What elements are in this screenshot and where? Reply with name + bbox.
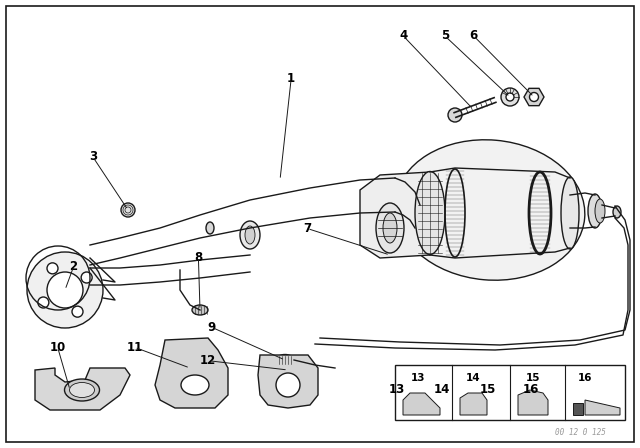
Ellipse shape: [192, 305, 208, 315]
Text: 16: 16: [523, 383, 540, 396]
Text: 14: 14: [466, 373, 480, 383]
Text: 3: 3: [89, 150, 97, 164]
Ellipse shape: [181, 375, 209, 395]
Ellipse shape: [276, 354, 294, 366]
Polygon shape: [518, 390, 548, 415]
Text: 13: 13: [411, 373, 425, 383]
Circle shape: [506, 93, 514, 101]
Ellipse shape: [595, 199, 605, 223]
Polygon shape: [258, 355, 318, 408]
Ellipse shape: [206, 222, 214, 234]
Text: 14: 14: [433, 383, 450, 396]
Text: 10: 10: [49, 340, 66, 354]
Circle shape: [38, 297, 49, 308]
Text: 00 12 0 125: 00 12 0 125: [555, 427, 605, 436]
Ellipse shape: [383, 213, 397, 243]
Text: 11: 11: [126, 340, 143, 354]
Circle shape: [27, 252, 103, 328]
Ellipse shape: [561, 177, 579, 249]
Polygon shape: [573, 403, 583, 415]
Text: 9: 9: [207, 320, 215, 334]
Circle shape: [501, 88, 519, 106]
Text: 15: 15: [525, 373, 540, 383]
Bar: [395, 365, 625, 420]
Circle shape: [121, 203, 135, 217]
Ellipse shape: [376, 203, 404, 253]
Text: 8: 8: [195, 251, 202, 264]
Circle shape: [448, 108, 462, 122]
Circle shape: [529, 92, 538, 102]
Ellipse shape: [588, 194, 602, 228]
Circle shape: [47, 263, 58, 274]
Ellipse shape: [613, 206, 621, 218]
Polygon shape: [360, 172, 430, 258]
Text: 4: 4: [399, 29, 407, 43]
Text: 6: 6: [470, 29, 477, 43]
Circle shape: [276, 373, 300, 397]
Text: 12: 12: [200, 354, 216, 367]
Ellipse shape: [240, 221, 260, 249]
Ellipse shape: [415, 172, 445, 254]
Text: 1: 1: [287, 72, 295, 85]
Polygon shape: [35, 368, 130, 410]
Text: 15: 15: [479, 383, 496, 396]
Ellipse shape: [245, 226, 255, 244]
Polygon shape: [403, 393, 440, 415]
Text: 13: 13: [388, 383, 405, 396]
Ellipse shape: [70, 383, 95, 397]
Polygon shape: [585, 400, 620, 415]
Text: 2: 2: [70, 260, 77, 273]
Ellipse shape: [65, 379, 99, 401]
Ellipse shape: [395, 140, 585, 280]
Text: 7: 7: [303, 222, 311, 235]
Circle shape: [81, 272, 92, 283]
Polygon shape: [155, 338, 228, 408]
Polygon shape: [460, 393, 487, 415]
Text: 16: 16: [578, 373, 592, 383]
Circle shape: [72, 306, 83, 317]
Circle shape: [47, 272, 83, 308]
Text: 5: 5: [441, 29, 449, 43]
